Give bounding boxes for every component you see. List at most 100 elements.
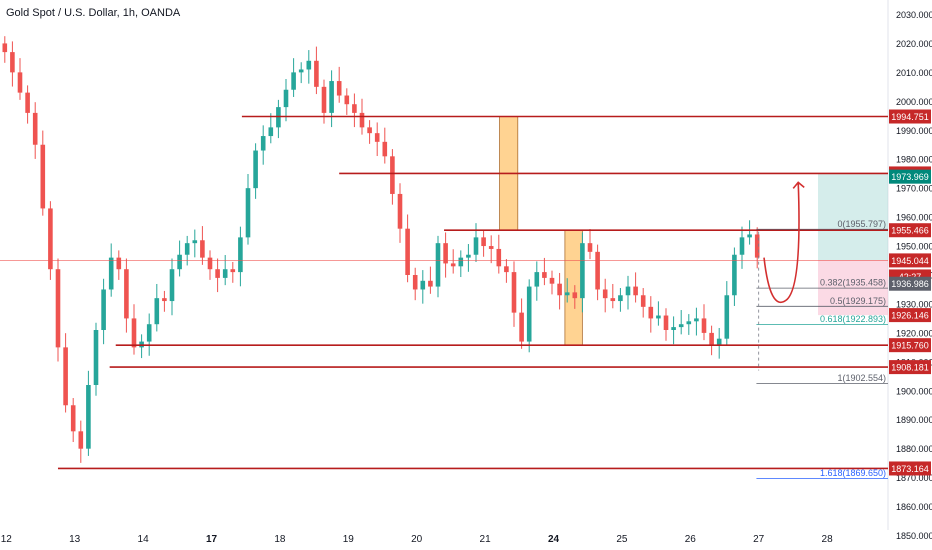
candle [70, 405, 76, 432]
candle [306, 60, 312, 70]
y-tick-label: 1880.000 [896, 444, 932, 454]
x-tick-label: 26 [685, 534, 697, 545]
candle [397, 193, 403, 229]
candle [466, 254, 471, 258]
x-tick-label: 27 [753, 534, 765, 545]
level-price-badge [889, 338, 931, 353]
candle [146, 324, 152, 342]
fib-level-label: 0(1955.797) [837, 219, 886, 229]
candle [572, 292, 578, 299]
x-tick-label: 14 [138, 534, 150, 545]
candle [435, 243, 441, 287]
y-tick-label: 1930.000 [896, 299, 932, 309]
candle [32, 112, 38, 145]
candle [640, 295, 646, 307]
x-tick-label: 25 [616, 534, 628, 545]
y-tick-label: 2000.000 [896, 97, 932, 107]
y-tick-label: 1890.000 [896, 415, 932, 425]
x-tick-label: 17 [206, 534, 218, 545]
candle [557, 283, 562, 296]
candle [40, 144, 46, 209]
level-price-badge [889, 223, 931, 238]
level-price-label: 1873.164 [891, 464, 929, 474]
candle [93, 330, 99, 385]
x-tick-label: 28 [822, 534, 834, 545]
x-tick-label: 24 [548, 534, 560, 545]
candle [686, 321, 692, 325]
candle [633, 286, 638, 296]
candle [390, 156, 395, 194]
fib-level-label: 0.5(1929.175) [830, 296, 886, 306]
price-badge-label: 1973.969 [891, 172, 929, 182]
candle [2, 43, 8, 53]
candle [412, 275, 418, 290]
level-price-label: 1908.181 [891, 363, 929, 373]
candle [48, 208, 53, 270]
candle [131, 318, 137, 348]
level-price-label: 1994.751 [891, 112, 929, 122]
candle [222, 269, 228, 278]
price-badge [889, 308, 931, 323]
price-badge-label: 1945.044 [891, 256, 929, 266]
candle [663, 315, 669, 330]
candle [101, 289, 106, 330]
y-tick-label: 1920.000 [896, 328, 932, 338]
fib-level-label: 1(1902.554) [837, 373, 886, 383]
candle [678, 324, 684, 328]
candle [481, 237, 486, 247]
candle [177, 254, 182, 270]
level-price-badge [889, 360, 931, 375]
x-tick-label: 19 [343, 534, 355, 545]
y-tick-label: 1960.000 [896, 213, 932, 223]
y-tick-label: 2020.000 [896, 39, 932, 49]
candle [694, 318, 699, 322]
y-tick-label: 1900.000 [896, 386, 932, 396]
candle [124, 269, 129, 319]
candle [382, 141, 388, 157]
candle [55, 269, 61, 348]
candle [511, 272, 517, 313]
chart-title: Gold Spot / U.S. Dollar, 1h, OANDA [6, 7, 181, 19]
candle [473, 237, 479, 255]
candle [428, 280, 433, 287]
candle [443, 243, 448, 264]
candle [230, 269, 236, 273]
candle [625, 286, 631, 296]
candle [86, 385, 91, 449]
candle [496, 248, 502, 267]
candle [587, 243, 593, 252]
candle [207, 257, 213, 270]
candle [542, 272, 547, 278]
level-price-label: 1915.760 [891, 341, 929, 351]
x-tick-label: 13 [69, 534, 81, 545]
candle [458, 257, 464, 267]
candle [17, 72, 23, 93]
price-badge-label: 1926.146 [891, 311, 929, 321]
candle [283, 89, 289, 108]
y-tick-label: 1860.000 [896, 502, 932, 512]
candle [162, 298, 167, 302]
candle [488, 246, 494, 249]
x-tick-label: 12 [1, 534, 13, 545]
price-badge [889, 253, 931, 268]
target-zone [818, 173, 888, 261]
projection-arrow[interactable] [763, 182, 800, 304]
candle [534, 272, 540, 287]
candle [564, 292, 570, 296]
candle [450, 263, 456, 267]
candle [504, 266, 509, 273]
y-tick-label: 1950.000 [896, 242, 932, 252]
candle [549, 277, 555, 284]
y-tick-label: 1870.000 [896, 473, 932, 483]
candle [245, 188, 251, 238]
y-tick-label: 1980.000 [896, 155, 932, 165]
candle [321, 86, 327, 113]
candle [656, 315, 661, 319]
x-tick-label: 21 [480, 534, 492, 545]
price-badge [889, 169, 931, 184]
arrow-head [792, 181, 805, 189]
candle [298, 69, 304, 73]
candle [739, 237, 745, 255]
candle [367, 127, 372, 134]
